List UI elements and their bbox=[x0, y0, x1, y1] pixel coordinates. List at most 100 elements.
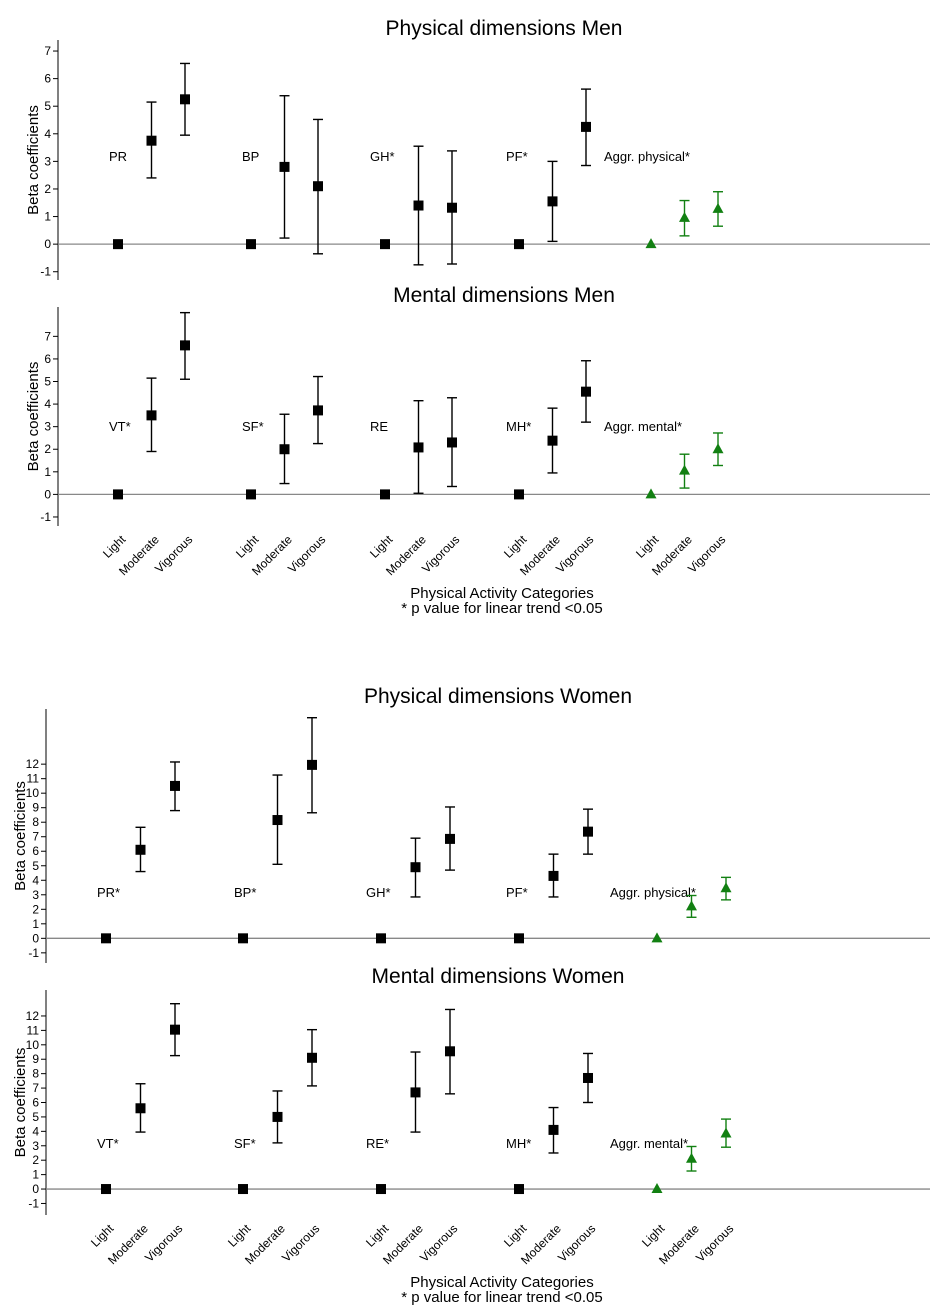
x-tick-label: Light bbox=[501, 1221, 530, 1250]
y-axis-label: Beta coefficients bbox=[12, 781, 29, 891]
group-label: GH* bbox=[370, 149, 395, 164]
data-point-square bbox=[135, 844, 146, 855]
data-point-triangle bbox=[720, 882, 732, 893]
y-axis-label: Beta coefficients bbox=[25, 362, 42, 472]
y-tick-label: 8 bbox=[32, 815, 39, 829]
x-tick-label: Light bbox=[639, 1221, 668, 1250]
data-point-triangle bbox=[686, 1152, 697, 1163]
y-tick-label: 11 bbox=[27, 772, 40, 786]
panel-2: Mental dimensions Men Beta coefficients -1… bbox=[25, 284, 930, 578]
panel-3: Physical dimensions Women Beta coefficien… bbox=[12, 685, 930, 963]
men-x-axis-label: Physical Activity Categories bbox=[410, 585, 593, 602]
group-label: RE* bbox=[366, 1136, 389, 1151]
group-label: PF* bbox=[506, 885, 528, 900]
data-point-triangle bbox=[686, 900, 697, 911]
y-tick-label: 4 bbox=[32, 1124, 39, 1138]
y-tick-label: 3 bbox=[44, 420, 51, 434]
data-point-square bbox=[376, 1184, 386, 1195]
y-tick-label: 6 bbox=[44, 72, 51, 86]
group-label: VT* bbox=[97, 1136, 119, 1151]
y-tick-label: 4 bbox=[44, 127, 51, 141]
y-tick-label: 1 bbox=[44, 210, 51, 224]
data-point-square bbox=[581, 386, 591, 397]
panel-4: Mental dimensions Women Beta coefficients… bbox=[12, 965, 930, 1267]
data-point-square bbox=[313, 181, 323, 192]
y-tick-label: 2 bbox=[32, 902, 39, 916]
x-tick-label: Vigorous bbox=[417, 1221, 460, 1264]
data-point-square bbox=[238, 933, 248, 944]
y-tick-label: 5 bbox=[44, 99, 51, 113]
data-point-square bbox=[447, 437, 457, 448]
x-tick-label: Light bbox=[633, 532, 662, 561]
y-tick-label: 12 bbox=[26, 757, 40, 771]
y-axis-label: Beta coefficients bbox=[12, 1048, 29, 1158]
data-point-square bbox=[514, 1184, 524, 1195]
panel-title: Physical dimensions Women bbox=[364, 685, 632, 708]
y-tick-label: 3 bbox=[32, 888, 39, 902]
x-tick-label: Vigorous bbox=[553, 532, 596, 575]
y-tick-label: -1 bbox=[40, 265, 51, 279]
data-point-square bbox=[581, 121, 591, 132]
data-point-square bbox=[238, 1184, 248, 1195]
men-trend-note: * p value for linear trend <0.05 bbox=[401, 600, 602, 617]
x-tick-label: Vigorous bbox=[279, 1221, 322, 1264]
data-point-square bbox=[146, 135, 157, 146]
y-tick-label: 2 bbox=[44, 182, 51, 196]
group-label: BP bbox=[242, 149, 259, 164]
data-point-square bbox=[445, 1046, 455, 1057]
y-tick-label: 1 bbox=[44, 465, 51, 479]
panel-title: Mental dimensions Women bbox=[372, 965, 625, 988]
group-label: Aggr. physical* bbox=[604, 149, 690, 164]
y-tick-label: 5 bbox=[32, 1110, 39, 1124]
y-tick-label: -1 bbox=[28, 946, 39, 960]
y-tick-label: 0 bbox=[44, 487, 51, 501]
data-point-square bbox=[101, 1184, 111, 1195]
data-point-square bbox=[146, 410, 157, 421]
y-tick-label: 9 bbox=[32, 1052, 39, 1066]
panel-title: Mental dimensions Men bbox=[393, 284, 615, 307]
panel-title: Physical dimensions Men bbox=[386, 17, 623, 40]
data-point-square bbox=[307, 1052, 317, 1063]
data-point-square bbox=[113, 239, 123, 250]
data-point-triangle bbox=[645, 488, 657, 499]
y-tick-label: 3 bbox=[44, 154, 51, 168]
group-label: PR bbox=[109, 149, 127, 164]
y-tick-label: -1 bbox=[40, 510, 51, 524]
group-label: GH* bbox=[366, 885, 391, 900]
x-tick-label: Vigorous bbox=[555, 1221, 598, 1264]
y-tick-label: 5 bbox=[44, 375, 51, 389]
data-point-triangle bbox=[651, 932, 663, 943]
data-point-square bbox=[380, 489, 390, 500]
y-tick-label: 0 bbox=[44, 237, 51, 251]
data-point-triangle bbox=[712, 202, 724, 213]
y-tick-label: 7 bbox=[32, 1081, 39, 1095]
x-tick-label: Vigorous bbox=[142, 1221, 185, 1264]
y-tick-label: 1 bbox=[32, 917, 39, 931]
data-point-triangle bbox=[712, 443, 724, 454]
data-point-square bbox=[279, 161, 290, 172]
y-tick-label: 8 bbox=[32, 1067, 39, 1081]
data-point-square bbox=[101, 933, 111, 944]
data-point-square bbox=[445, 833, 455, 844]
data-point-square bbox=[279, 444, 290, 455]
group-label: Aggr. mental* bbox=[604, 419, 682, 434]
y-tick-label: 11 bbox=[27, 1023, 40, 1037]
y-tick-label: 7 bbox=[44, 44, 51, 58]
data-point-square bbox=[180, 94, 190, 105]
data-point-square bbox=[447, 202, 457, 213]
data-point-triangle bbox=[720, 1127, 732, 1138]
x-tick-label: Light bbox=[225, 1221, 254, 1250]
data-point-square bbox=[246, 239, 256, 250]
y-tick-label: 6 bbox=[32, 1096, 39, 1110]
data-point-square bbox=[547, 435, 558, 446]
y-tick-label: 7 bbox=[32, 830, 39, 844]
data-point-triangle bbox=[679, 464, 690, 475]
group-label: VT* bbox=[109, 419, 131, 434]
y-tick-label: -1 bbox=[28, 1196, 39, 1210]
data-point-square bbox=[380, 239, 390, 250]
y-tick-label: 6 bbox=[32, 844, 39, 858]
group-label: PF* bbox=[506, 149, 528, 164]
data-point-square bbox=[410, 862, 421, 873]
x-tick-label: Light bbox=[501, 532, 530, 561]
